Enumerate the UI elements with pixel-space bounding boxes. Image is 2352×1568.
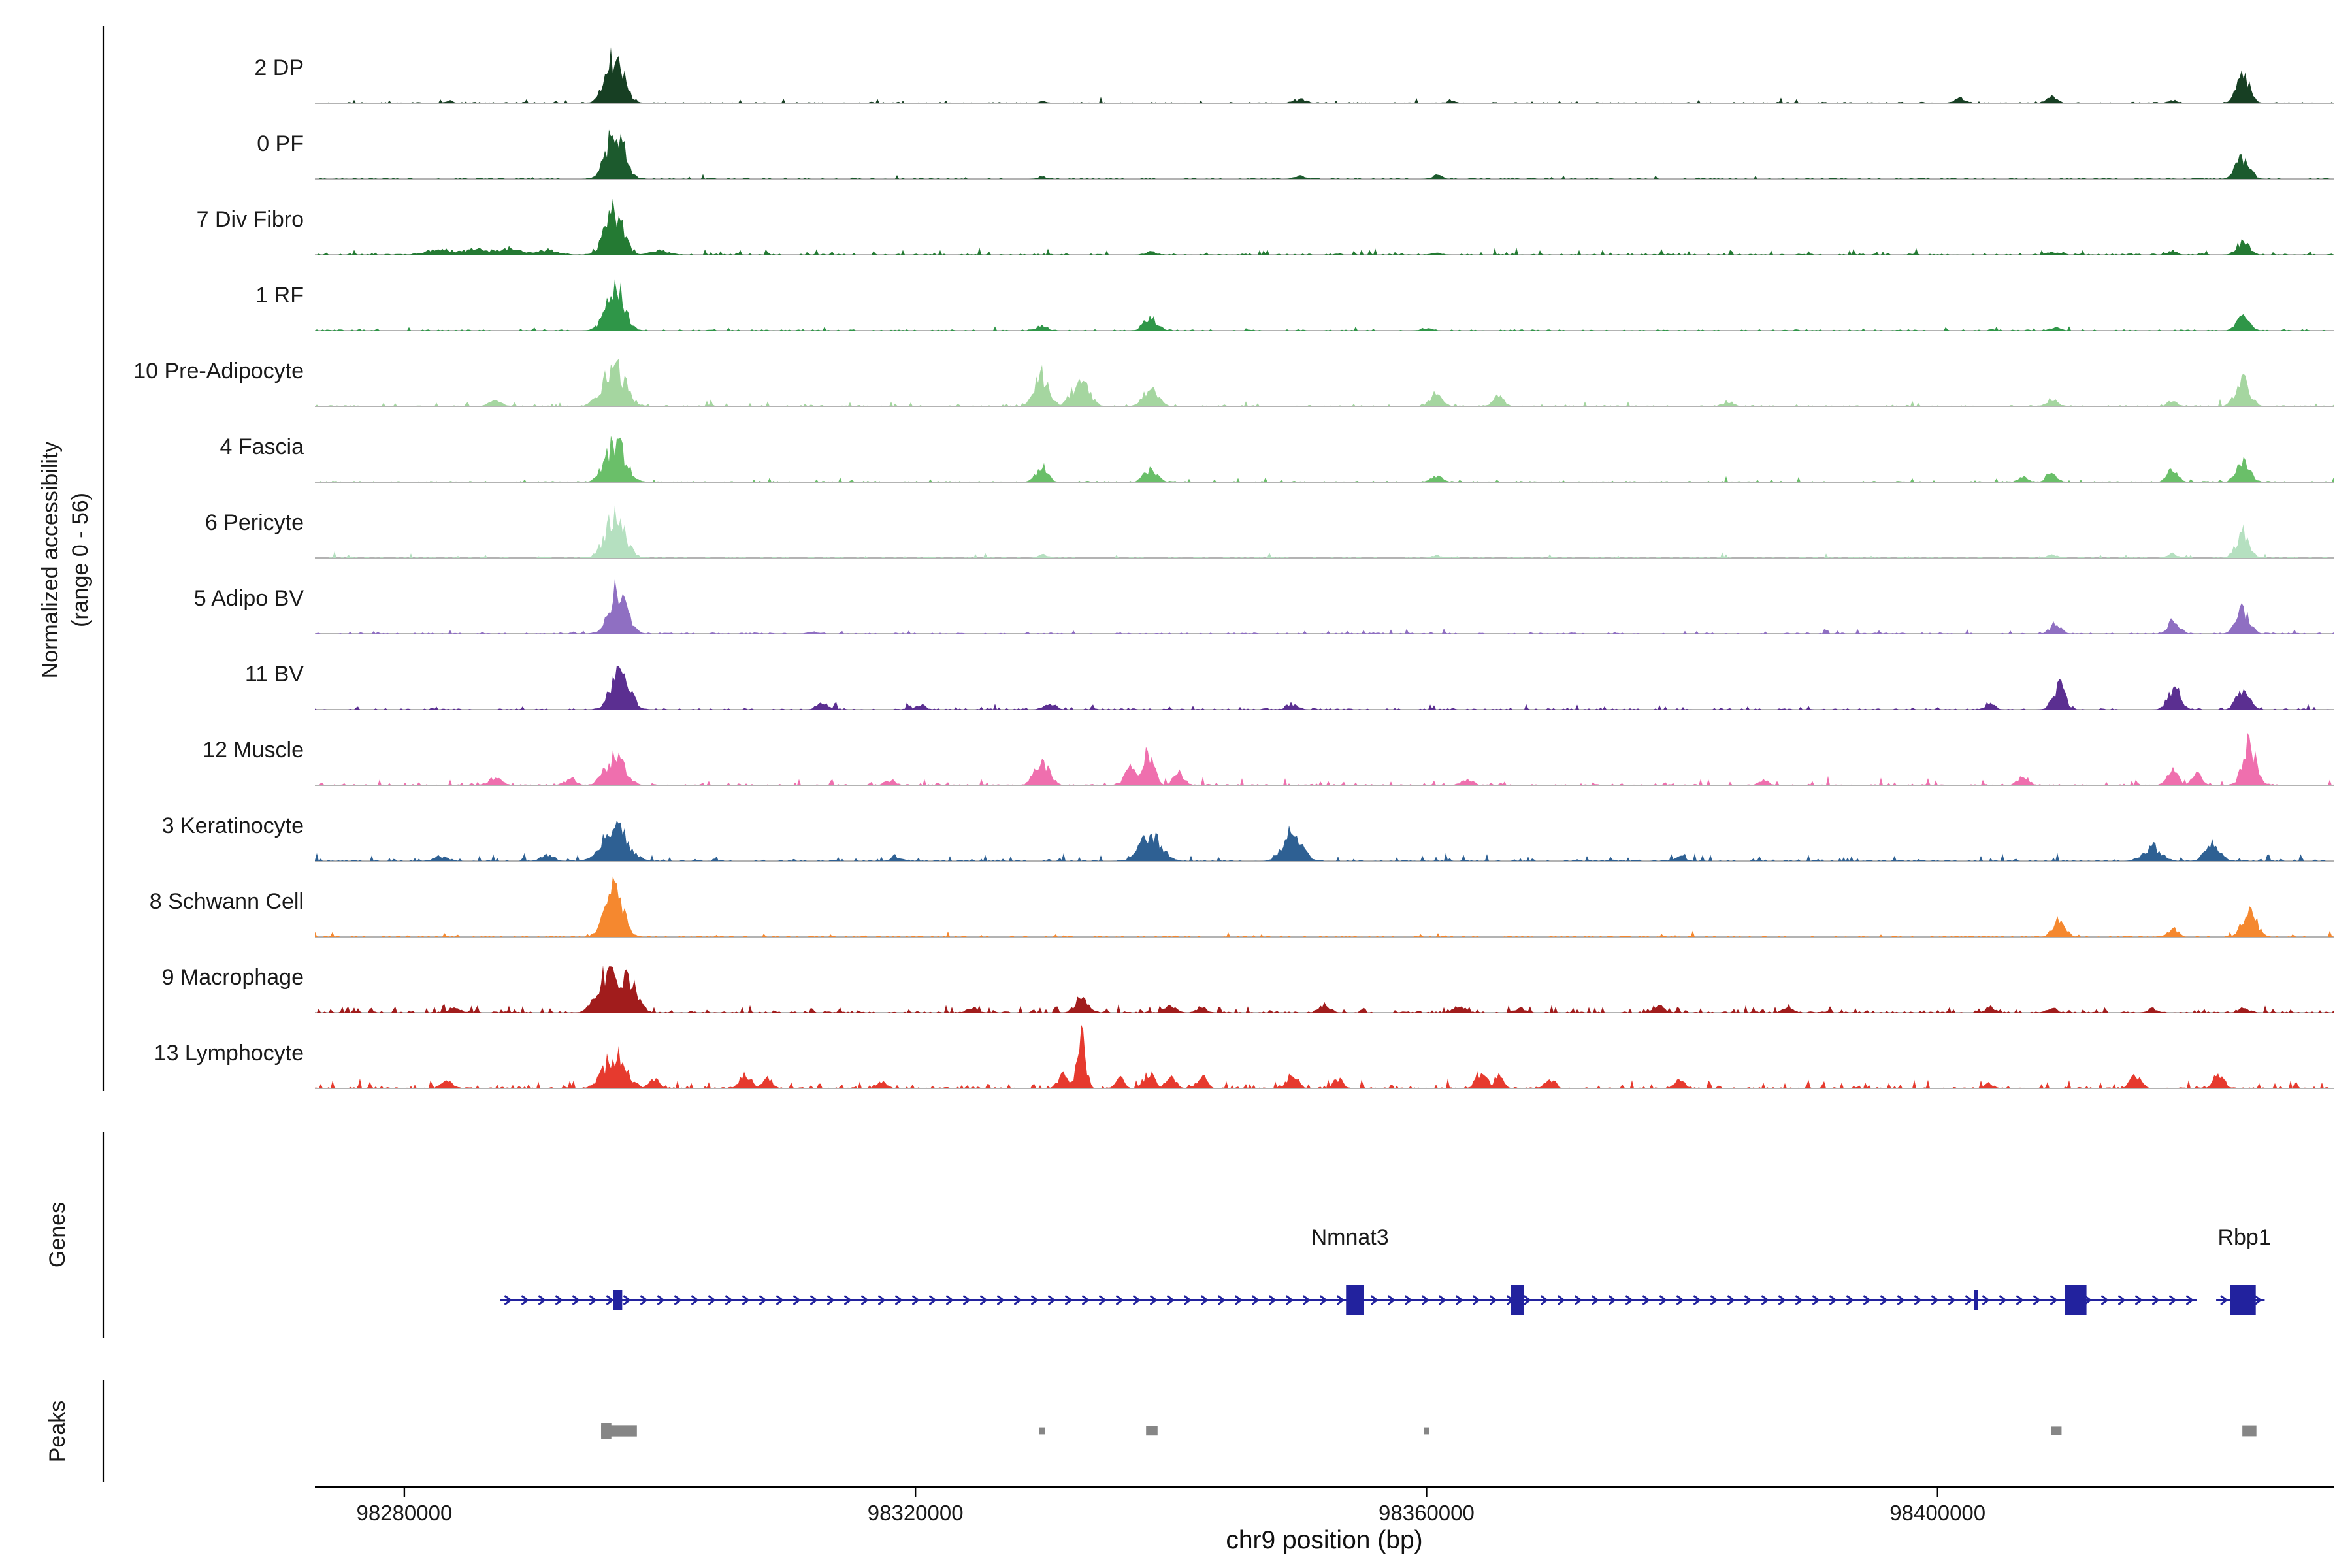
x-tick-label: 98360000 <box>1379 1501 1475 1525</box>
peaks-section-label: Peaks <box>44 1400 70 1463</box>
x-tick-label: 98280000 <box>356 1501 453 1525</box>
track-label: 10 Pre-Adipocyte <box>133 359 304 384</box>
x-tick-label: 98400000 <box>1889 1501 1986 1525</box>
track-label: 1 RF <box>255 283 304 308</box>
track-label: 2 DP <box>254 56 304 80</box>
track-label: 7 Div Fibro <box>196 207 304 232</box>
y-axis-label-line1: Normalized accessibility <box>38 441 63 679</box>
track-label: 6 Pericyte <box>204 510 304 535</box>
track-label: 12 Muscle <box>203 738 304 762</box>
track-label: 0 PF <box>257 131 304 156</box>
genes-section-label: Genes <box>44 1201 70 1268</box>
gene-label: Rbp1 <box>2217 1225 2271 1250</box>
y-axis-label-line2: (range 0 - 56) <box>68 493 93 627</box>
track-label: 11 BV <box>244 662 304 687</box>
track-label: 3 Keratinocyte <box>161 813 304 838</box>
y-axis-label: Normalized accessibility (range 0 - 56) <box>34 364 97 756</box>
x-tick-label: 98320000 <box>867 1501 964 1525</box>
x-axis-title: chr9 position (bp) <box>1226 1526 1423 1554</box>
track-label: 9 Macrophage <box>161 965 304 990</box>
track-label: 13 Lymphocyte <box>154 1041 304 1066</box>
track-label: 5 Adipo BV <box>193 586 304 611</box>
track-label: 4 Fascia <box>220 434 304 459</box>
track-label: 8 Schwann Cell <box>149 889 304 914</box>
gene-label: Nmnat3 <box>1311 1225 1389 1250</box>
